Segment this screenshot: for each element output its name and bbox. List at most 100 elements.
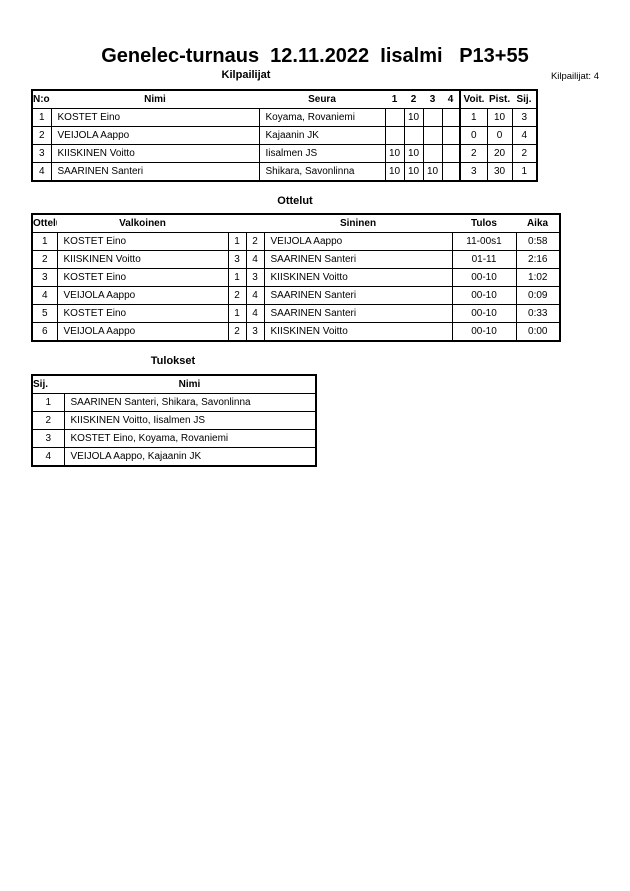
cell-points: 20 [486,144,513,163]
cell-white: KOSTET Eino [56,268,229,287]
cell-match: 4 [31,286,58,305]
cell-no: 3 [31,144,52,163]
table-row: 6 VEIJOLA Aappo 2 3 KIISKINEN Voitto 00-10 0:0… [31,322,561,342]
cell-white-no: 3 [227,250,247,269]
column-header-white-no [228,213,246,233]
cell-time: 0:33 [515,304,561,323]
cell-r4 [441,162,461,182]
cell-white-no: 2 [227,322,247,342]
matches-heading: Ottelut [277,195,313,207]
cell-time: 0:09 [515,286,561,305]
cell-r3 [422,144,443,163]
cell-wins: 0 [459,126,488,145]
competitors-table: N:o Nimi Seura 1 2 3 4 Voit. Pist. Sij. 1 KOSTET Ei… [31,89,538,182]
cell-blue-no: 3 [245,322,265,342]
cell-time: 2:16 [515,250,561,269]
table-row: 2 KIISKINEN Voitto, Iisalmen JS [31,411,317,430]
page-title: Genelec-turnaus 12.11.2022 Iisalmi P13+5… [101,45,529,67]
column-header-white: Valkoinen [57,213,228,233]
cell-points: 0 [486,126,513,145]
cell-rank: 4 [511,126,538,145]
column-header-time: Aika [516,213,560,233]
cell-match: 6 [31,322,58,342]
cell-name: KOSTET Eino [50,108,260,127]
cell-no: 2 [31,126,52,145]
cell-blue: SAARINEN Santeri [263,304,453,323]
cell-result: 00-10 [451,286,517,305]
table-row: 4 VEIJOLA Aappo, Kajaanin JK [31,447,317,467]
cell-white: VEIJOLA Aappo [56,322,229,342]
cell-club: Koyama, Rovaniemi [258,108,386,127]
cell-r1: 10 [384,162,405,182]
cell-result: 01-11 [451,250,517,269]
cell-blue-no: 3 [245,268,265,287]
column-header-r4: 4 [442,89,460,109]
cell-wins: 3 [459,162,488,182]
column-header-match: Ottelu [32,213,57,233]
table-row: 1 KOSTET Eino Koyama, Rovaniemi 10 1 10 3 [31,108,538,127]
cell-result: 00-10 [451,268,517,287]
cell-rank: 2 [31,411,65,430]
cell-no: 1 [31,108,52,127]
column-header-blue: Sininen [264,213,452,233]
cell-r1 [384,126,405,145]
cell-points: 10 [486,108,513,127]
table-row: 3 KOSTET Eino, Koyama, Rovaniemi [31,429,317,448]
cell-match: 1 [31,232,58,251]
competitors-heading: Kilpailijat [221,69,271,81]
cell-club: Kajaanin JK [258,126,386,145]
cell-r2: 10 [403,162,424,182]
cell-r1 [384,108,405,127]
cell-rank: 4 [31,447,65,467]
column-header-name: Nimi [51,89,259,109]
cell-white-no: 1 [227,232,247,251]
column-header-r3: 3 [423,89,442,109]
cell-name: VEIJOLA Aappo [50,126,260,145]
table-header: Sij. Nimi [32,374,316,394]
cell-blue: VEIJOLA Aappo [263,232,453,251]
table-row: 4 VEIJOLA Aappo 2 4 SAARINEN Santeri 00-10 0:0… [31,286,561,305]
cell-club: Iisalmen JS [258,144,386,163]
cell-blue: SAARINEN Santeri [263,250,453,269]
cell-white-no: 1 [227,268,247,287]
results-table: Sij. Nimi 1 SAARINEN Santeri, Shikara, Savo… [31,374,317,467]
cell-r2: 10 [403,144,424,163]
cell-name: KOSTET Eino, Koyama, Rovaniemi [63,429,317,448]
column-header-r2: 2 [404,89,423,109]
cell-white: VEIJOLA Aappo [56,286,229,305]
column-header-rank: Sij. [32,374,64,394]
cell-white-no: 1 [227,304,247,323]
column-header-points: Pist. [487,89,512,109]
cell-name: KIISKINEN Voitto [50,144,260,163]
cell-white: KOSTET Eino [56,304,229,323]
cell-match: 2 [31,250,58,269]
table-row: 1 SAARINEN Santeri, Shikara, Savonlinna [31,393,317,412]
cell-name: SAARINEN Santeri [50,162,260,182]
cell-r1: 10 [384,144,405,163]
cell-wins: 1 [459,108,488,127]
matches-table: OtteluValkoinenSininenTulosAika1KOSTET E… [31,213,561,342]
cell-r2 [403,126,424,145]
cell-r2: 10 [403,108,424,127]
table-header: N:o Nimi Seura 1 2 3 4 Voit. Pist. Sij. [32,89,537,109]
table-row: 3 KIISKINEN Voitto Iisalmen JS 10 10 2 20 2 [31,144,538,163]
results-heading: Tulokset [150,355,196,367]
table-row: 1 KOSTET Eino 1 2 VEIJOLA Aappo 11-00s1 0:58 [31,232,561,251]
column-header-name: Nimi [64,374,316,394]
competitor-count: Kilpailijat: 4 [550,71,599,82]
column-header-rank: Sij. [512,89,537,109]
cell-r3: 10 [422,162,443,182]
cell-blue-no: 4 [245,286,265,305]
cell-rank: 2 [511,144,538,163]
column-header-result: Tulos [452,213,516,233]
cell-r3 [422,108,443,127]
cell-club: Shikara, Savonlinna [258,162,386,182]
cell-rank: 3 [511,108,538,127]
cell-match: 5 [31,304,58,323]
table-row: 5 KOSTET Eino 1 4 SAARINEN Santeri 00-10 0:33 [31,304,561,323]
cell-r4 [441,144,461,163]
table-row: 2 KIISKINEN Voitto 3 4 SAARINEN Santeri 01-11… [31,250,561,269]
cell-white-no: 2 [227,286,247,305]
cell-r3 [422,126,443,145]
